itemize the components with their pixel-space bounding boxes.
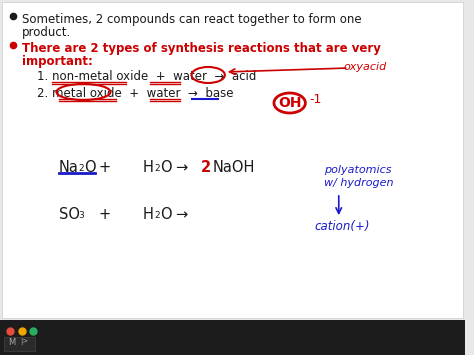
Text: oxyacid: oxyacid [344,62,387,72]
Text: 3: 3 [79,211,84,220]
Text: O: O [160,207,172,222]
Text: SO: SO [59,207,80,222]
Text: product.: product. [22,26,71,39]
Text: 2: 2 [79,164,84,173]
Text: cation(+): cation(+) [314,220,370,233]
Text: Sometimes, 2 compounds can react together to form one: Sometimes, 2 compounds can react togethe… [22,13,361,26]
FancyBboxPatch shape [2,2,464,318]
Text: Na: Na [59,160,79,175]
Text: +: + [98,160,110,175]
Text: H: H [142,207,153,222]
Text: O: O [160,160,172,175]
Text: 2: 2 [154,211,160,220]
Text: w/ hydrogen: w/ hydrogen [324,178,393,188]
Text: NaOH: NaOH [213,160,255,175]
Text: important:: important: [22,55,92,68]
Text: 2. metal oxide  +  water  →  base: 2. metal oxide + water → base [37,87,234,100]
FancyBboxPatch shape [4,337,36,351]
Text: |>: |> [21,338,29,345]
Text: H: H [142,160,153,175]
Text: M: M [8,338,15,347]
Text: -1: -1 [310,93,322,106]
Text: →: → [175,160,187,175]
Text: 1. non-metal oxide  +  water  →  acid: 1. non-metal oxide + water → acid [37,70,257,83]
Text: There are 2 types of synthesis reactions that are very: There are 2 types of synthesis reactions… [22,42,381,55]
Text: +: + [98,207,110,222]
Text: 2: 2 [201,160,211,175]
Text: OH: OH [278,96,301,110]
Text: →: → [175,207,187,222]
FancyBboxPatch shape [0,320,465,355]
Text: polyatomics: polyatomics [324,165,392,175]
Text: O: O [84,160,96,175]
Text: 2: 2 [154,164,160,173]
